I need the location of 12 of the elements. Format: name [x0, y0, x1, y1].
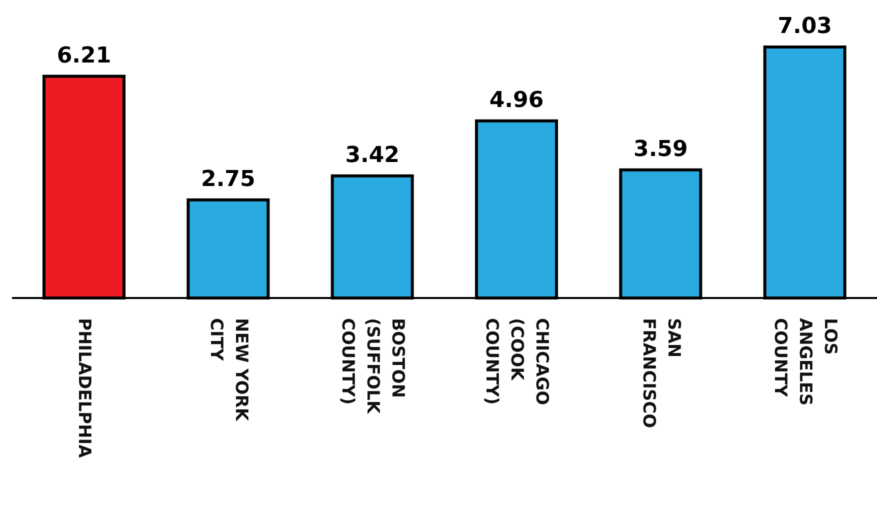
data-label: 6.21	[56, 43, 112, 68]
x-tick-label: CHICAGO (COOK COUNTY)	[482, 318, 552, 406]
data-label: 3.59	[634, 136, 688, 162]
data-label: 2.75	[201, 166, 256, 192]
x-tick-label: LOS ANGELES COUNTY	[770, 318, 840, 406]
x-tick-label: BOSTON (SUFFOLK COUNTY)	[337, 318, 408, 414]
data-label: 4.96	[489, 88, 544, 113]
x-tick-label: SAN FRANCISCO	[638, 318, 684, 428]
data-label: 7.03	[778, 14, 832, 39]
x-tick-label: PHILADELPHIA	[74, 318, 94, 459]
x-tick-label: NEW YORK CITY	[206, 318, 251, 422]
data-label: 3.42	[345, 142, 400, 168]
